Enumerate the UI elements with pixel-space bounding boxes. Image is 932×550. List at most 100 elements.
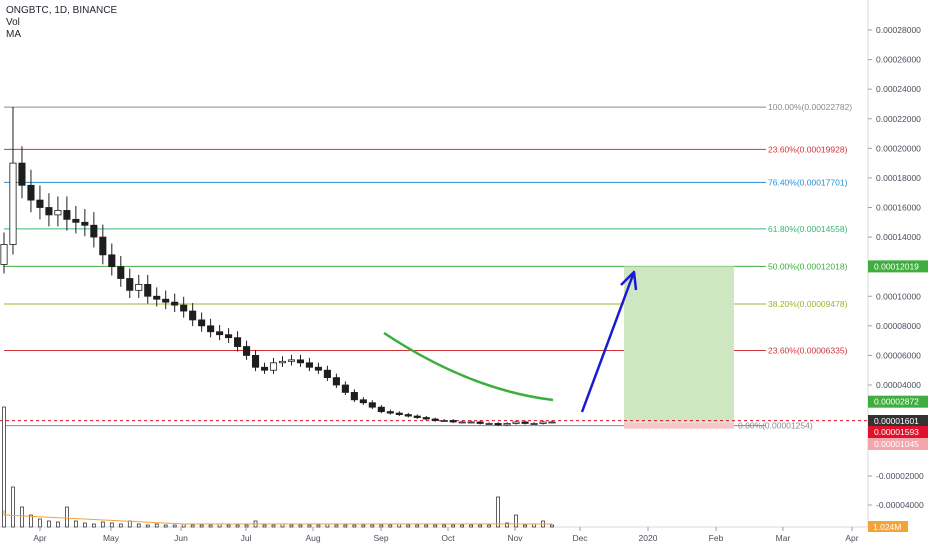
- target-zone: [624, 266, 734, 423]
- volume-bar: [550, 524, 554, 528]
- volume-bar: [505, 522, 509, 528]
- price-tick-label: 0.00018000: [876, 173, 921, 183]
- candle-body: [63, 210, 71, 220]
- price-tick-label: 0.00006000: [876, 350, 921, 360]
- candle-body: [467, 421, 475, 424]
- volume-bar: [478, 524, 482, 528]
- volume-bar: [127, 520, 132, 528]
- volume-moving-average: [3, 510, 552, 525]
- price-tag: [868, 426, 928, 438]
- price-tag: [868, 260, 928, 273]
- candle-body: [27, 184, 35, 201]
- volume-bar: [487, 524, 491, 528]
- volume-bar: [83, 522, 87, 528]
- price-tick-label: 0.00014000: [876, 232, 921, 242]
- time-tick-label: Feb: [709, 533, 724, 543]
- candle-body: [314, 366, 322, 371]
- volume-bar: [406, 524, 411, 528]
- volume-bar: [262, 524, 267, 528]
- candle-body: [539, 421, 547, 424]
- fib-level-label: 76.40%(0.00017701): [768, 177, 848, 187]
- candle-body: [323, 369, 331, 379]
- price-tick-label: 0.00020000: [876, 143, 921, 153]
- volume-bar: [11, 486, 15, 528]
- candle-body: [0, 244, 8, 265]
- candle-body: [260, 366, 269, 371]
- candle-body: [269, 362, 278, 371]
- fib-level-label: 23.60%(0.00006335): [768, 345, 848, 355]
- volume-bar: [451, 524, 456, 528]
- volume-bar: [469, 524, 473, 528]
- candle-body: [377, 406, 385, 413]
- fib-level-label: 0.00%(0.00001254): [738, 421, 813, 431]
- candle-body: [54, 210, 62, 216]
- price-tag-label: 0.00012019: [874, 261, 919, 271]
- volume-bar: [38, 518, 42, 528]
- price-tag: [868, 395, 928, 408]
- price-tag-label: 0.00001045: [874, 439, 919, 449]
- candle-body: [171, 301, 179, 306]
- volume-bar: [334, 524, 339, 528]
- chart-legend: ONGBTC, 1D, BINANCE Vol MA: [6, 5, 117, 41]
- price-tick-label: 0.00024000: [876, 84, 921, 94]
- candle-body: [81, 221, 89, 226]
- volume-bar: [433, 524, 438, 528]
- time-tick-label: Dec: [572, 533, 588, 543]
- candle-body: [126, 278, 134, 291]
- candle-body: [189, 310, 197, 321]
- volume-bar: [109, 522, 114, 528]
- fib-level-label: 61.80%(0.00014558): [768, 224, 848, 234]
- moving-average-indicator-label[interactable]: MA: [6, 29, 21, 40]
- candle-body: [72, 218, 80, 223]
- candle-body: [278, 360, 287, 364]
- drawings[interactable]: [383, 270, 638, 413]
- candle-body: [431, 418, 439, 421]
- candle-body: [530, 423, 538, 425]
- candle-body: [99, 236, 107, 256]
- volume-tick-label: -0.00004000: [876, 500, 924, 510]
- candle-body: [422, 417, 430, 420]
- axes[interactable]: 0.00028000 0.00026000 0.00024000 0.00022000…: [33, 25, 928, 543]
- candlestick-series: [0, 106, 556, 426]
- candle-body: [117, 266, 125, 279]
- time-tick-label: Mar: [776, 533, 791, 543]
- volume-tag: [868, 521, 908, 532]
- fib-level-label: 100.00%(0.00022782): [768, 102, 852, 112]
- time-tick-label: Jun: [174, 533, 188, 543]
- volume-bar: [415, 524, 420, 528]
- volume-bar: [91, 523, 96, 528]
- candle-body: [90, 224, 98, 238]
- volume-bar: [370, 524, 375, 528]
- candle-body: [207, 325, 215, 333]
- volume-bar: [154, 523, 159, 528]
- time-tick-label: Jul: [241, 533, 252, 543]
- volume-bar: [74, 520, 78, 528]
- time-tick-label: 2020: [639, 533, 658, 543]
- volume-bar: [208, 524, 213, 528]
- stop-zone: [624, 422, 734, 429]
- volume-bar: [100, 521, 105, 528]
- price-tick-label: 0.00028000: [876, 25, 921, 35]
- volume-bar: [47, 520, 51, 528]
- time-tick-label: Nov: [507, 533, 523, 543]
- candle-body: [332, 377, 340, 386]
- candle-body: [503, 423, 511, 426]
- volume-bar: [226, 524, 231, 528]
- fibonacci-retracement[interactable]: 100.00%(0.00022782) 23.60%(0.00019928) 76.…: [4, 102, 852, 431]
- volume-bar: [118, 523, 123, 528]
- symbol-title: ONGBTC, 1D, BINANCE: [6, 5, 118, 16]
- volume-indicator-label[interactable]: Vol: [6, 17, 20, 28]
- volume-bar: [307, 524, 312, 528]
- volume-bar: [460, 524, 465, 528]
- candle-body: [404, 414, 412, 417]
- candle-body: [458, 421, 466, 424]
- candle-body: [234, 337, 242, 347]
- candle-body: [108, 254, 116, 268]
- time-tick-label: Oct: [441, 533, 455, 543]
- volume-bar: [361, 524, 366, 528]
- trend-curve: [383, 331, 554, 402]
- volume-bar: [271, 524, 276, 528]
- candle-body: [476, 421, 484, 424]
